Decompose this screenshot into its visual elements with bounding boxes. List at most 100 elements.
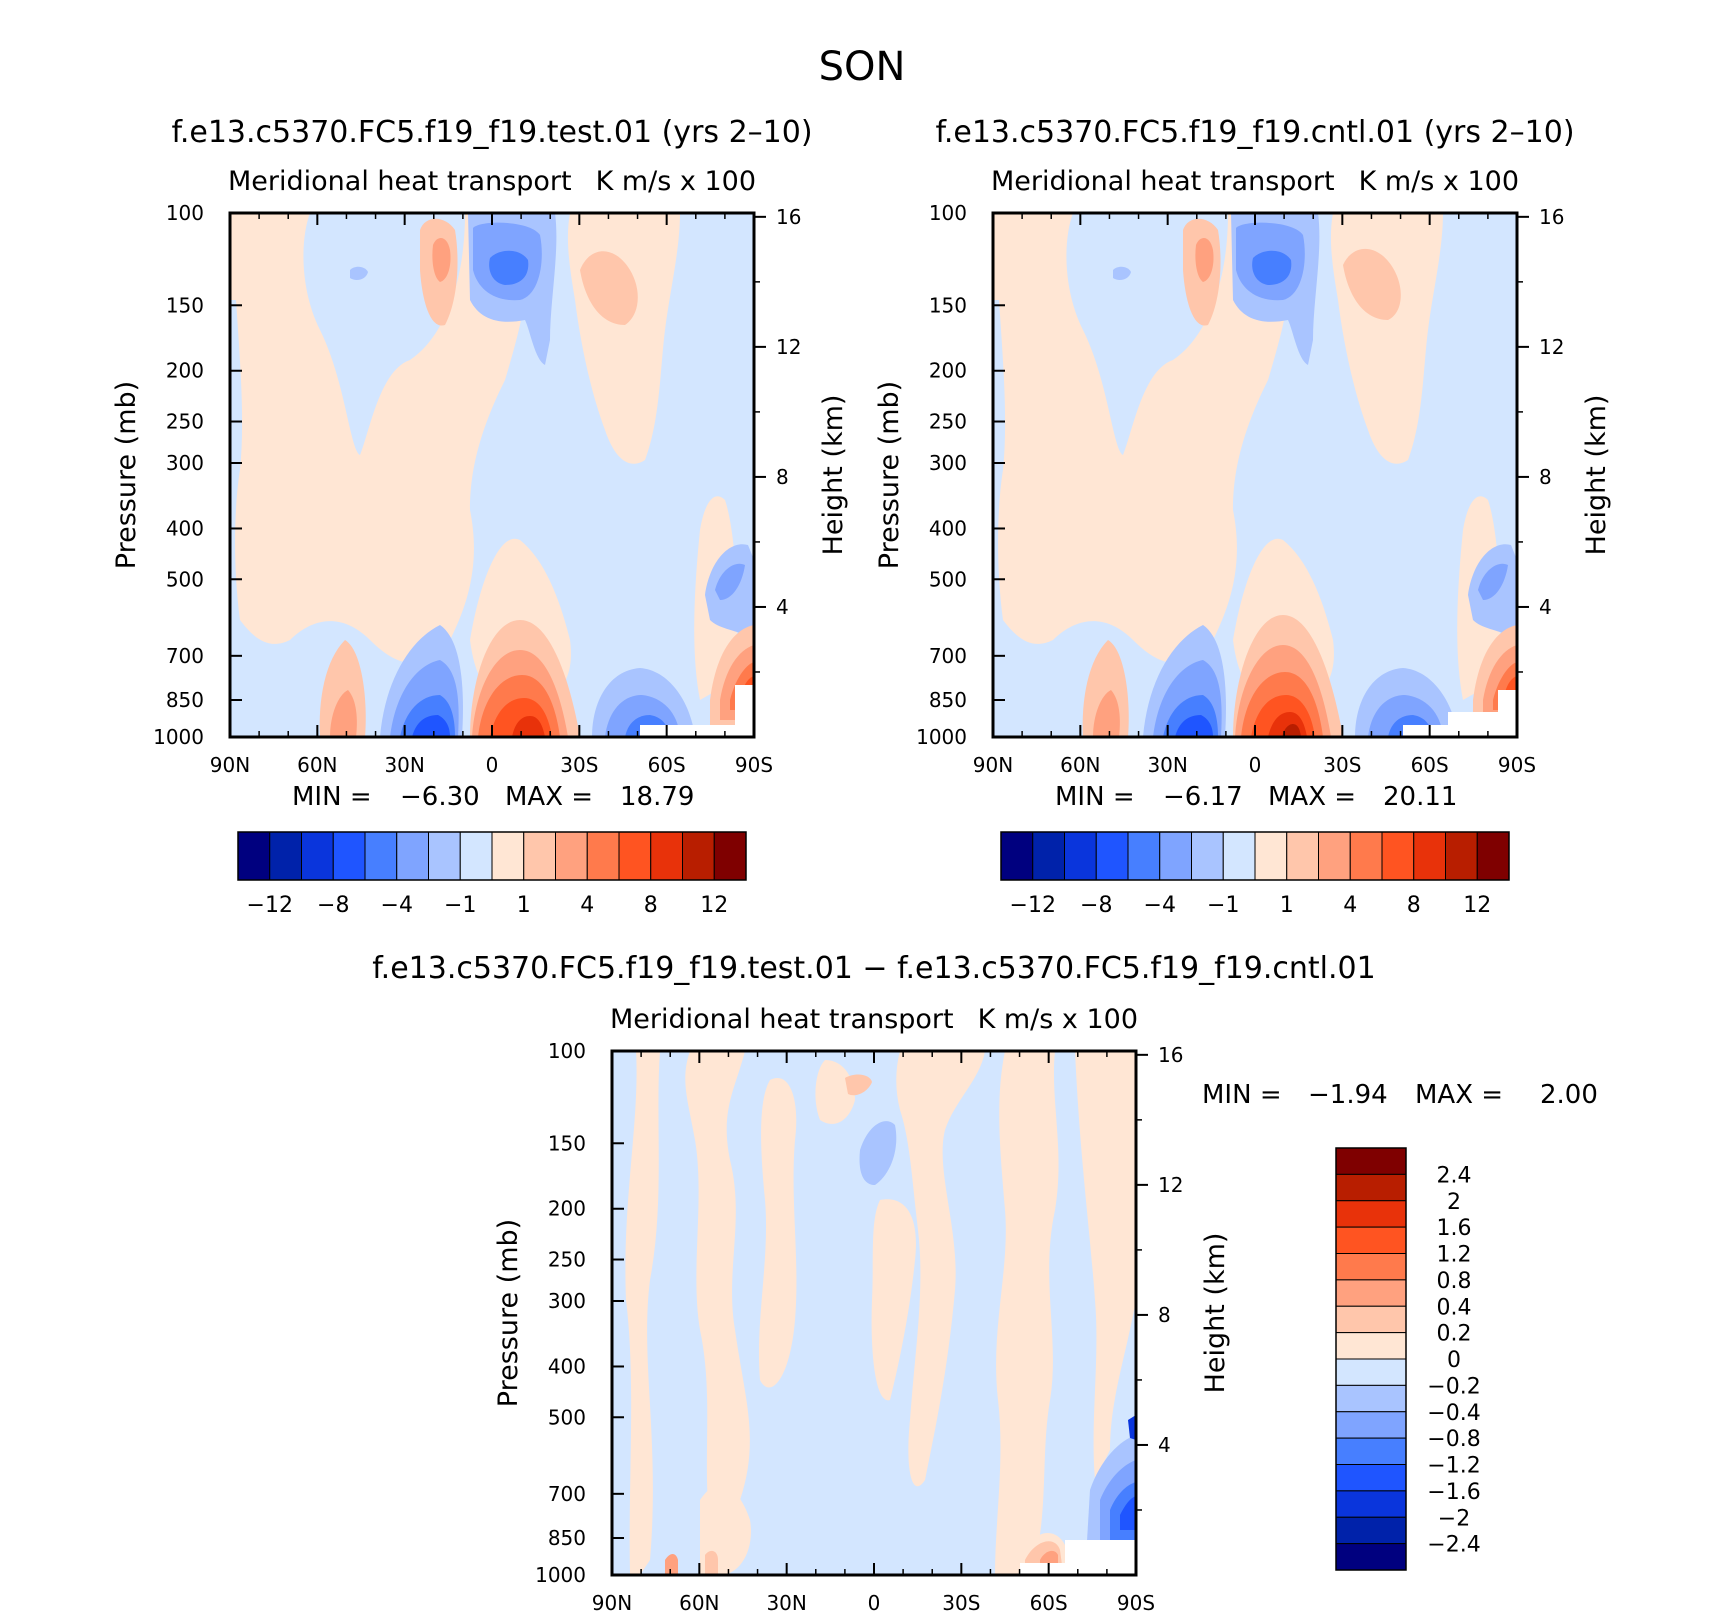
- panel-test-max-label: MAX =: [505, 782, 593, 812]
- panel-cntl-axes: 90N 60N 30N 0 30S 60S 90S 100 150 200 250 300 400 500…: [874, 201, 1612, 777]
- colorbar-swatch: [1335, 1543, 1407, 1571]
- colorbar-tick-label: 1.6: [1437, 1216, 1472, 1241]
- panel-cntl-left-subtitle: Meridional heat transport: [991, 166, 1335, 197]
- colorbar-swatch: [1254, 831, 1288, 881]
- colorbar-swatch: [237, 831, 271, 881]
- panel-cntl-title: f.e13.c5370.FC5.f19_f19.cntl.01 (yrs 2–1…: [935, 115, 1574, 150]
- contour-warm-strip-1: [625, 1051, 660, 1575]
- panel-test-min-value: −6.30: [400, 782, 480, 812]
- colorbar-swatch: [1381, 831, 1415, 881]
- panel-diff-left-subtitle: Meridional heat transport: [610, 1004, 954, 1035]
- y2-tick-label: 12: [1158, 1173, 1183, 1197]
- page-title: SON: [819, 44, 906, 90]
- panel-test-min-label: MIN =: [292, 782, 372, 812]
- colorbar-swatch: [1335, 1516, 1407, 1545]
- colorbar-swatch: [555, 831, 588, 881]
- panel-diff-max-label: MAX =: [1415, 1080, 1503, 1110]
- x-tick-label: 60S: [648, 753, 686, 777]
- colorbar-swatch: [1476, 831, 1510, 881]
- colorbar-swatch: [1335, 1279, 1407, 1307]
- y-tick-label: 400: [166, 516, 204, 540]
- y2-axis-label: Height (km): [818, 395, 849, 556]
- y-tick-label: 1000: [153, 725, 204, 749]
- colorbar-swatch: [1349, 831, 1383, 881]
- colorbar-swatch: [1335, 1253, 1407, 1281]
- y-tick-label: 200: [548, 1197, 586, 1221]
- y-tick-label: 100: [929, 201, 967, 225]
- colorbar-swatch: [1335, 1305, 1407, 1334]
- y2-tick-label: 4: [1158, 1433, 1171, 1457]
- x-tick-label: 60N: [297, 753, 337, 777]
- colorbar-swatch: [1127, 831, 1161, 881]
- y-tick-label: 250: [929, 410, 967, 434]
- contour-cold-nh-up: [1113, 266, 1131, 280]
- colorbar-tick-label: 4: [580, 893, 594, 918]
- y2-tick-label: 8: [776, 465, 789, 489]
- y-tick-label: 700: [929, 644, 967, 668]
- colorbar-tick-label: 1: [517, 893, 531, 918]
- contour-cold-ant-4: [1120, 1496, 1136, 1530]
- y-tick-label: 300: [166, 451, 204, 475]
- colorbar-frame: [1000, 831, 1510, 881]
- y-tick-label: 700: [166, 644, 204, 668]
- x-tick-label: 60S: [1030, 1591, 1068, 1611]
- panel-diff-min-label: MIN =: [1202, 1080, 1282, 1110]
- colorbar-tick-label: 8: [1407, 893, 1421, 918]
- y-tick-label: 300: [548, 1289, 586, 1313]
- y-tick-label: 850: [929, 688, 967, 712]
- y2-tick-label: 12: [1539, 335, 1564, 359]
- colorbar-tick-label: 8: [644, 893, 658, 918]
- colorbar-tick-label: 0.8: [1437, 1269, 1472, 1294]
- panel-test-max-value: 18.79: [620, 782, 694, 812]
- colorbar-swatch: [1335, 1358, 1407, 1386]
- contour-cold-nh-4: [412, 715, 450, 737]
- colorbar-tick-label: −1: [1207, 893, 1239, 918]
- contour-warm-strip-6: [896, 1051, 985, 1487]
- missing-data-mask-3: [1498, 690, 1517, 725]
- colorbar-tick-label: −1.2: [1427, 1454, 1480, 1479]
- y-tick-label: 150: [166, 293, 204, 317]
- y-tick-label: 100: [548, 1039, 586, 1063]
- colorbar-swatch: [1335, 1464, 1407, 1492]
- y-tick-label: 200: [929, 359, 967, 383]
- y2-axis-label: Height (km): [1200, 1233, 1231, 1394]
- colorbar-swatch: [1335, 1173, 1407, 1202]
- contour-cold-3: [1252, 250, 1292, 285]
- colorbar-swatch: [364, 831, 398, 881]
- colorbar-swatch: [1335, 1490, 1407, 1518]
- missing-data-mask-2: [735, 685, 754, 725]
- y-tick-label: 700: [548, 1482, 586, 1506]
- colorbar-tick-label: −0.8: [1427, 1427, 1480, 1452]
- contour-warm-spot-up: [845, 1074, 872, 1096]
- colorbar-tick-label: −8: [317, 893, 349, 918]
- panel-test-right-subtitle: K m/s x 100: [596, 166, 756, 197]
- colorbar-swatch: [1335, 1411, 1407, 1439]
- colorbar-swatch: [491, 831, 525, 881]
- panel-cntl-min-label: MIN =: [1055, 782, 1135, 812]
- x-tick-label: 30N: [1147, 753, 1187, 777]
- panel-test-contours: [230, 213, 754, 737]
- x-tick-label: 30S: [1323, 753, 1361, 777]
- y-tick-label: 500: [166, 567, 204, 591]
- colorbar-swatch: [459, 831, 493, 881]
- contour-warm-up-2: [432, 238, 451, 282]
- colorbar-tick-label: 4: [1343, 893, 1357, 918]
- missing-data-mask: [640, 725, 754, 737]
- panel-test-title: f.e13.c5370.FC5.f19_f19.test.01 (yrs 2–1…: [171, 115, 812, 150]
- contour-warm-strip-8: [1075, 1051, 1136, 1480]
- panel-test-colorbar: −12 −8 −4 −1 1 4 8 12: [237, 831, 747, 918]
- contour-warm-up-sh: [580, 251, 638, 325]
- panel-diff-max-value: 2.00: [1540, 1080, 1598, 1110]
- x-tick-label: 90N: [592, 1591, 632, 1611]
- colorbar-tick-label: −1.6: [1427, 1480, 1480, 1505]
- colorbar-swatch: [396, 831, 429, 881]
- colorbar-swatch: [1335, 1200, 1407, 1228]
- panel-cntl-right-subtitle: K m/s x 100: [1359, 166, 1519, 197]
- y-tick-label: 200: [166, 359, 204, 383]
- colorbar-tick-label: 12: [1463, 893, 1491, 918]
- colorbar-tick-label: 0.2: [1437, 1322, 1472, 1347]
- panel-cntl-max-label: MAX =: [1268, 782, 1356, 812]
- panel-test-axes: 90N 60N 30N 0 30S 60S 90S 100 150 200 250 300 400 500…: [111, 201, 849, 777]
- y-tick-label: 100: [166, 201, 204, 225]
